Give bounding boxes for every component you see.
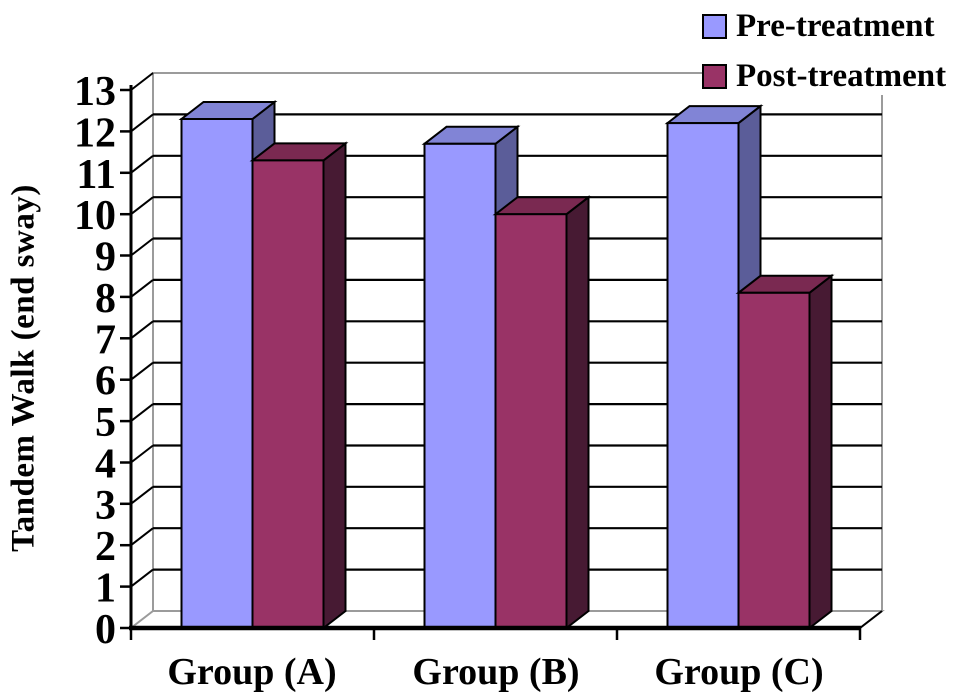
bar-front-face [251, 159, 325, 629]
grid-connector [130, 320, 154, 340]
bar-post-treatment-group-b- [492, 195, 592, 631]
grid-connector [130, 361, 154, 381]
bar-side-face [322, 141, 347, 631]
grid-connector [130, 237, 154, 257]
grid-connector [130, 113, 154, 133]
bar-post-treatment-group-c- [735, 273, 835, 631]
y-tick-label: 1 [95, 566, 116, 612]
legend-label: Post-treatment [736, 57, 947, 94]
floor-right-edge [859, 610, 883, 629]
y-tick-label: 7 [95, 317, 116, 363]
bar-front-face [423, 142, 497, 630]
bar-side-face [808, 273, 833, 631]
bar-side-face [565, 195, 590, 631]
bar-front-face [494, 213, 568, 629]
y-tick-label: 5 [95, 400, 116, 446]
pre-treatment-swatch-icon [702, 13, 727, 39]
y-tick-label: 6 [95, 359, 116, 405]
legend-item-post-treatment: Post-treatment [702, 57, 964, 95]
x-category-label-group-b: Group (B) [412, 651, 580, 693]
y-tick-label: 13 [74, 69, 116, 115]
grid-connector [130, 72, 154, 91]
grid-connector [130, 486, 154, 505]
grid-connector [130, 279, 154, 298]
grid-connector [130, 444, 154, 464]
x-category-label-group-a: Group (A) [167, 651, 337, 693]
x-category-label-group-c: Group (C) [654, 651, 824, 693]
y-axis-title: Tandem Walk (end sway) [5, 184, 42, 552]
grid-connector [130, 568, 154, 588]
grid-connector [130, 196, 154, 215]
bar-front-face [180, 118, 254, 629]
legend-item-pre-treatment: Pre-treatment [702, 7, 964, 45]
y-tick-label: 8 [95, 276, 116, 322]
y-tick-label: 2 [95, 524, 116, 570]
grid-connector [130, 403, 154, 422]
grid-connector [130, 155, 154, 174]
y-tick-label: 9 [95, 235, 116, 281]
bar-post-treatment-group-a- [249, 141, 349, 631]
grid-connector [130, 527, 154, 546]
post-treatment-swatch-icon [702, 63, 727, 89]
y-tick-label: 10 [74, 193, 116, 239]
y-tick-label: 4 [95, 442, 116, 488]
y-tick-label: 12 [74, 110, 116, 156]
y-tick-label: 11 [76, 152, 116, 198]
legend-label: Pre-treatment [736, 7, 935, 44]
y-tick-label: 3 [95, 483, 116, 529]
bar-front-face [666, 122, 740, 629]
bar-front-face [737, 291, 811, 629]
y-tick-label: 0 [95, 607, 116, 653]
